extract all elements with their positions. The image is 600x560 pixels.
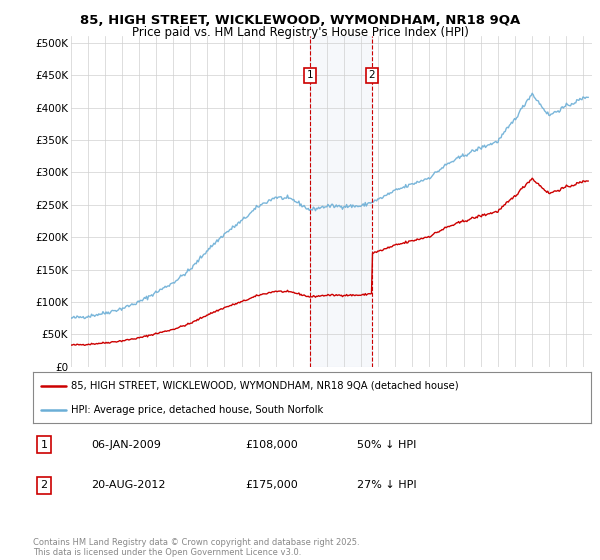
Text: 50% ↓ HPI: 50% ↓ HPI xyxy=(356,440,416,450)
Text: £108,000: £108,000 xyxy=(245,440,298,450)
Text: 20-AUG-2012: 20-AUG-2012 xyxy=(92,480,166,490)
Bar xyxy=(310,36,372,367)
Text: Contains HM Land Registry data © Crown copyright and database right 2025.
This d: Contains HM Land Registry data © Crown c… xyxy=(33,538,359,557)
Text: 06-JAN-2009: 06-JAN-2009 xyxy=(92,440,161,450)
Text: 2: 2 xyxy=(41,480,48,490)
Text: 27% ↓ HPI: 27% ↓ HPI xyxy=(356,480,416,490)
Text: 85, HIGH STREET, WICKLEWOOD, WYMONDHAM, NR18 9QA (detached house): 85, HIGH STREET, WICKLEWOOD, WYMONDHAM, … xyxy=(71,380,458,390)
Text: 1: 1 xyxy=(307,70,314,80)
Text: £175,000: £175,000 xyxy=(245,480,298,490)
Text: 2: 2 xyxy=(368,70,375,80)
Text: HPI: Average price, detached house, South Norfolk: HPI: Average price, detached house, Sout… xyxy=(71,405,323,415)
Text: Price paid vs. HM Land Registry's House Price Index (HPI): Price paid vs. HM Land Registry's House … xyxy=(131,26,469,39)
Text: 85, HIGH STREET, WICKLEWOOD, WYMONDHAM, NR18 9QA: 85, HIGH STREET, WICKLEWOOD, WYMONDHAM, … xyxy=(80,14,520,27)
Text: 1: 1 xyxy=(41,440,47,450)
